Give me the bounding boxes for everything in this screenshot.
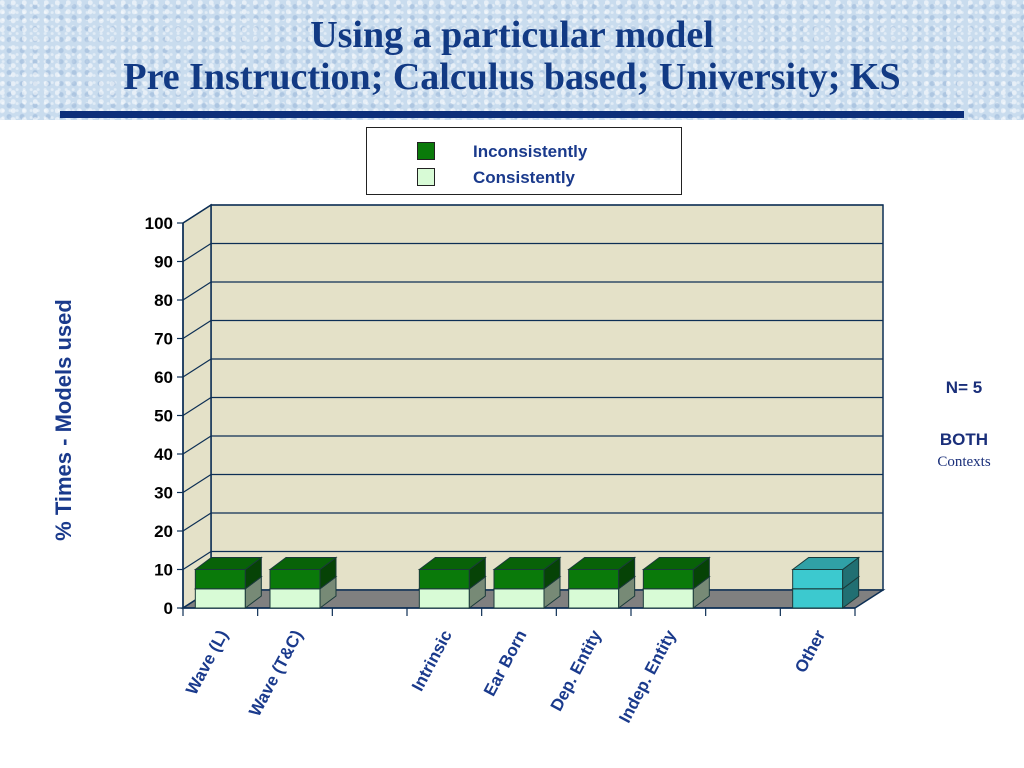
y-tick-label: 10 (154, 561, 173, 580)
page-title-line1: Using a particular model (310, 14, 714, 56)
y-tick-label: 70 (154, 330, 173, 349)
bar-inconsistently-3 (418, 569, 470, 590)
page-title-line2: Pre Instruction; Calculus based; Univers… (123, 56, 901, 98)
gridline-side (182, 512, 212, 532)
bar-consistently-6 (642, 588, 694, 609)
gridline-side (182, 281, 212, 301)
sample-size-note: N= 5 (945, 378, 983, 397)
bar-inconsistently-6 (642, 569, 694, 590)
x-tick-label-4: Ear Born (480, 627, 530, 699)
bar-consistently-8 (792, 588, 844, 609)
gridline-side (182, 473, 212, 494)
bar-inconsistently-1-top (268, 557, 338, 570)
y-tick-label: 50 (154, 407, 173, 426)
bar-inconsistently-4 (493, 569, 545, 590)
y-tick-label: 0 (164, 599, 173, 618)
gridline-side (182, 358, 212, 378)
bar-inconsistently-3-top (417, 557, 487, 570)
bar-inconsistently-0-top (193, 557, 263, 570)
legend-swatch-consistently (417, 168, 435, 186)
bar-consistently-0 (194, 588, 246, 609)
chart-legend: Inconsistently Consistently (366, 127, 682, 195)
x-tick-label-8: Other (791, 627, 829, 676)
both-note: BOTH (939, 430, 989, 449)
bar-consistently-5 (568, 588, 620, 609)
gridline-side (182, 550, 212, 571)
x-tick-label-6: Indep. Entity (615, 626, 680, 725)
gridline-side (182, 319, 212, 340)
bar-inconsistently-1 (269, 569, 321, 590)
bar-inconsistently-8-top (791, 557, 861, 570)
legend-swatch-inconsistently (417, 142, 435, 160)
bar-inconsistently-5-top (567, 557, 637, 570)
bar-inconsistently-6-top (641, 557, 711, 570)
header-band (0, 0, 1024, 120)
y-tick-label: 90 (154, 253, 173, 272)
y-tick-label: 100 (145, 214, 173, 233)
y-tick-label: 40 (154, 445, 173, 464)
x-tick-label-5: Dep. Entity (547, 626, 606, 714)
x-tick-label-0: Wave (L) (182, 627, 232, 698)
bar-inconsistently-5 (568, 569, 620, 590)
gridline-side (182, 242, 212, 263)
bar-inconsistently-4-top (492, 557, 562, 570)
y-tick-label: 60 (154, 368, 173, 387)
y-tick-label: 20 (154, 522, 173, 541)
x-tick-label-3: Intrinsic (408, 627, 456, 694)
bar-consistently-4 (493, 588, 545, 609)
contexts-note: Contexts (937, 454, 991, 470)
gridline-side (182, 396, 212, 417)
legend-label-inconsistently: Inconsistently (473, 142, 588, 161)
gridline-side (182, 204, 212, 224)
bar-consistently-1 (269, 588, 321, 609)
bar-inconsistently-8 (792, 569, 844, 590)
title-underline (60, 111, 964, 118)
bar-inconsistently-0 (194, 569, 246, 590)
y-tick-label: 80 (154, 291, 173, 310)
x-tick-label-1: Wave (T&C) (245, 627, 306, 720)
legend-label-consistently: Consistently (473, 168, 576, 187)
y-tick-label: 30 (154, 484, 173, 503)
bar-consistently-3 (418, 588, 470, 609)
gridline-side (182, 435, 212, 455)
